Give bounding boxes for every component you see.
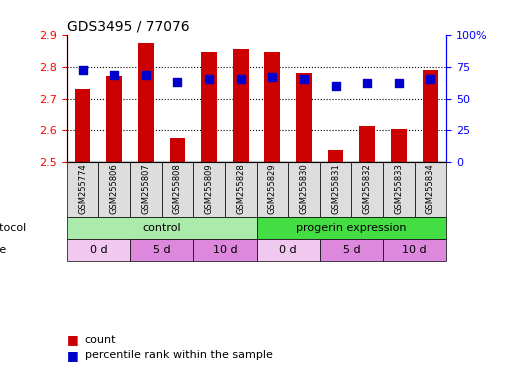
Bar <box>391 129 407 162</box>
Bar <box>201 52 217 162</box>
Text: 10 d: 10 d <box>402 245 427 255</box>
Text: ■: ■ <box>67 333 78 346</box>
Text: GSM255830: GSM255830 <box>300 163 308 214</box>
Text: progerin expression: progerin expression <box>296 223 407 233</box>
Point <box>331 83 340 89</box>
Text: ■: ■ <box>67 349 78 362</box>
Text: GSM255806: GSM255806 <box>110 163 119 214</box>
Text: GSM255829: GSM255829 <box>268 164 277 214</box>
Text: 0 d: 0 d <box>89 245 107 255</box>
Bar <box>67 217 256 239</box>
Bar <box>256 239 320 261</box>
Bar <box>383 162 415 217</box>
Point <box>426 76 435 83</box>
Text: percentile rank within the sample: percentile rank within the sample <box>85 350 272 360</box>
Bar <box>264 52 280 162</box>
Point <box>110 73 118 79</box>
Bar <box>74 89 90 162</box>
Text: 10 d: 10 d <box>212 245 237 255</box>
Text: 0 d: 0 d <box>279 245 297 255</box>
Text: GSM255832: GSM255832 <box>363 163 372 214</box>
Bar <box>225 162 256 217</box>
Text: control: control <box>142 223 181 233</box>
Point <box>205 76 213 83</box>
Bar <box>67 239 130 261</box>
Bar <box>256 217 446 239</box>
Bar <box>383 239 446 261</box>
Text: protocol: protocol <box>0 223 27 233</box>
Bar <box>106 76 122 162</box>
Text: GSM255807: GSM255807 <box>141 163 150 214</box>
Bar <box>193 162 225 217</box>
Text: count: count <box>85 335 116 345</box>
Bar <box>415 162 446 217</box>
Point <box>142 73 150 79</box>
Point <box>300 76 308 83</box>
Bar <box>98 162 130 217</box>
Bar <box>256 162 288 217</box>
Text: GSM255834: GSM255834 <box>426 163 435 214</box>
Bar <box>359 126 375 162</box>
Text: 5 d: 5 d <box>343 245 360 255</box>
Point <box>173 79 182 85</box>
Point <box>236 76 245 83</box>
Bar <box>169 139 185 162</box>
Bar <box>320 162 351 217</box>
Bar <box>320 239 383 261</box>
Polygon shape <box>51 222 65 234</box>
Bar <box>138 43 154 162</box>
Text: GSM255808: GSM255808 <box>173 163 182 214</box>
Text: GSM255833: GSM255833 <box>394 163 403 214</box>
Text: GSM255828: GSM255828 <box>236 163 245 214</box>
Text: GSM255774: GSM255774 <box>78 163 87 214</box>
Bar <box>296 73 312 162</box>
Bar <box>67 162 98 217</box>
Polygon shape <box>51 244 65 256</box>
Text: GDS3495 / 77076: GDS3495 / 77076 <box>67 20 189 33</box>
Text: GSM255809: GSM255809 <box>205 164 213 214</box>
Bar <box>288 162 320 217</box>
Bar <box>130 239 193 261</box>
Bar <box>351 162 383 217</box>
Bar <box>162 162 193 217</box>
Point <box>78 67 87 73</box>
Point <box>268 74 277 80</box>
Bar <box>328 150 344 162</box>
Text: time: time <box>0 245 7 255</box>
Text: 5 d: 5 d <box>153 245 170 255</box>
Point <box>394 80 403 86</box>
Bar <box>423 70 439 162</box>
Bar <box>193 239 256 261</box>
Text: GSM255831: GSM255831 <box>331 163 340 214</box>
Point <box>363 80 371 86</box>
Bar <box>130 162 162 217</box>
Bar <box>233 49 249 162</box>
